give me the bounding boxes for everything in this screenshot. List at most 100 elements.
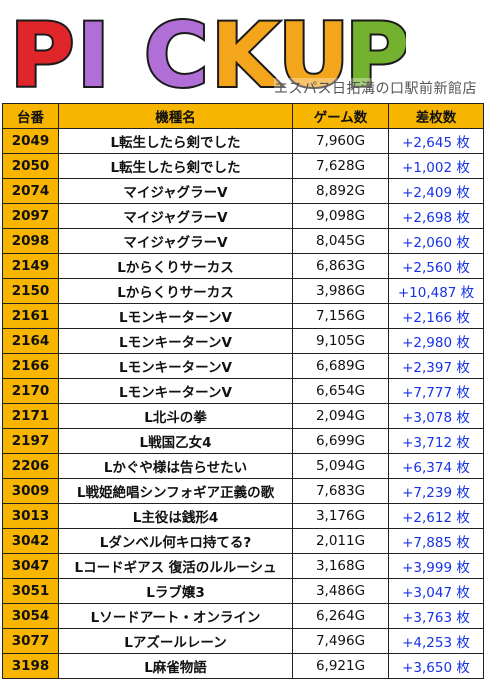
coin-difference-cell: +10,487 枚 <box>388 278 484 304</box>
table-row: 2074 マイジャグラーV 8,892G +2,409 枚 <box>2 178 484 204</box>
table-row: 2050 L転生したら剣でした 7,628G +1,002 枚 <box>2 153 484 179</box>
machine-number-cell: 2170 <box>2 378 59 404</box>
machine-name-cell: LモンキーターンV <box>58 328 293 354</box>
machine-name-cell: Lアズールレーン <box>58 628 293 654</box>
machine-name-cell: マイジャグラーV <box>58 228 293 254</box>
game-count-cell: 3,986G <box>292 278 389 304</box>
machine-number-cell: 2164 <box>2 328 59 354</box>
game-count-cell: 3,176G <box>292 503 389 529</box>
machine-name-cell: マイジャグラーV <box>58 178 293 204</box>
machine-name-cell: Lダンベル何キロ持てる? <box>58 528 293 554</box>
game-count-cell: 3,168G <box>292 553 389 579</box>
machine-name-cell: L麻雀物語 <box>58 653 293 679</box>
machine-number-cell: 3051 <box>2 578 59 604</box>
machine-number-cell: 2206 <box>2 453 59 479</box>
table-row: 2161 LモンキーターンV 7,156G +2,166 枚 <box>2 303 484 329</box>
coin-difference-cell: +2,560 枚 <box>388 253 484 279</box>
game-count-cell: 6,689G <box>292 353 389 379</box>
coin-difference-cell: +2,645 枚 <box>388 128 484 154</box>
coin-difference-cell: +3,999 枚 <box>388 553 484 579</box>
machine-number-cell: 2097 <box>2 203 59 229</box>
table-row: 2206 Lかぐや様は告らせたい 5,094G +6,374 枚 <box>2 453 484 479</box>
coin-difference-cell: +7,885 枚 <box>388 528 484 554</box>
game-count-cell: 3,486G <box>292 578 389 604</box>
machine-name-cell: L戦姫絶唱シンフォギア正義の歌 <box>58 478 293 504</box>
table-row: 3077 Lアズールレーン 7,496G +4,253 枚 <box>2 628 484 654</box>
machine-name-cell: Lからくりサーカス <box>58 253 293 279</box>
machine-name-cell: L転生したら剣でした <box>58 128 293 154</box>
machine-name-cell: L転生したら剣でした <box>58 153 293 179</box>
game-count-cell: 7,683G <box>292 478 389 504</box>
coin-difference-cell: +1,002 枚 <box>388 153 484 179</box>
machine-number-cell: 3077 <box>2 628 59 654</box>
pickup-logo: P I C K UP <box>8 6 406 98</box>
machine-number-cell: 3054 <box>2 603 59 629</box>
machine-number-cell: 2161 <box>2 303 59 329</box>
machine-number-cell: 2049 <box>2 128 59 154</box>
coin-difference-cell: +3,763 枚 <box>388 603 484 629</box>
coin-difference-cell: +4,253 枚 <box>388 628 484 654</box>
machine-number-cell: 2166 <box>2 353 59 379</box>
game-count-cell: 7,156G <box>292 303 389 329</box>
machine-number-cell: 2074 <box>2 178 59 204</box>
machine-number-cell: 2050 <box>2 153 59 179</box>
game-count-cell: 7,496G <box>292 628 389 654</box>
game-count-cell: 6,699G <box>292 428 389 454</box>
game-count-cell: 8,892G <box>292 178 389 204</box>
machine-number-cell: 3198 <box>2 653 59 679</box>
machine-name-cell: Lラブ嬢3 <box>58 578 293 604</box>
table-row: 2097 マイジャグラーV 9,098G +2,698 枚 <box>2 203 484 229</box>
header-machine-number: 台番 <box>2 103 59 129</box>
table-row: 2166 LモンキーターンV 6,689G +2,397 枚 <box>2 353 484 379</box>
table-row: 3047 Lコードギアス 復活のルルーシュ 3,168G +3,999 枚 <box>2 553 484 579</box>
coin-difference-cell: +2,397 枚 <box>388 353 484 379</box>
game-count-cell: 7,960G <box>292 128 389 154</box>
header-coin-difference: 差枚数 <box>388 103 484 129</box>
game-count-cell: 2,094G <box>292 403 389 429</box>
table-body: 2049 L転生したら剣でした 7,960G +2,645 枚 2050 L転生したら剣で… <box>2 128 484 679</box>
coin-difference-cell: +2,166 枚 <box>388 303 484 329</box>
table-row: 3013 L主役は銭形4 3,176G +2,612 枚 <box>2 503 484 529</box>
table-row: 2150 Lからくりサーカス 3,986G +10,487 枚 <box>2 278 484 304</box>
table-row: 2049 L転生したら剣でした 7,960G +2,645 枚 <box>2 128 484 154</box>
machine-number-cell: 3013 <box>2 503 59 529</box>
table-row: 2171 L北斗の拳 2,094G +3,078 枚 <box>2 403 484 429</box>
machine-name-cell: LモンキーターンV <box>58 378 293 404</box>
machine-number-cell: 2150 <box>2 278 59 304</box>
table-row: 3198 L麻雀物語 6,921G +3,650 枚 <box>2 653 484 679</box>
machine-name-cell: L主役は銭形4 <box>58 503 293 529</box>
machine-name-cell: L北斗の拳 <box>58 403 293 429</box>
machine-name-cell: LモンキーターンV <box>58 353 293 379</box>
logo-letter: C <box>144 6 207 98</box>
machine-number-cell: 3042 <box>2 528 59 554</box>
coin-difference-cell: +3,712 枚 <box>388 428 484 454</box>
header-machine-name: 機種名 <box>58 103 293 129</box>
game-count-cell: 6,654G <box>292 378 389 404</box>
machine-name-cell: L戦国乙女4 <box>58 428 293 454</box>
table-row: 3042 Lダンベル何キロ持てる? 2,011G +7,885 枚 <box>2 528 484 554</box>
logo-letter: U <box>278 6 347 98</box>
header-game-count: ゲーム数 <box>292 103 389 129</box>
machine-number-cell: 2149 <box>2 253 59 279</box>
coin-difference-cell: +6,374 枚 <box>388 453 484 479</box>
machine-name-cell: Lコードギアス 復活のルルーシュ <box>58 553 293 579</box>
logo-letter: P <box>10 6 73 98</box>
table-row: 2170 LモンキーターンV 6,654G +7,777 枚 <box>2 378 484 404</box>
pickup-table: 台番 機種名 ゲーム数 差枚数 2049 L転生したら剣でした 7,960G +2,6… <box>2 103 484 679</box>
coin-difference-cell: +7,777 枚 <box>388 378 484 404</box>
game-count-cell: 6,863G <box>292 253 389 279</box>
machine-name-cell: LモンキーターンV <box>58 303 293 329</box>
coin-difference-cell: +3,650 枚 <box>388 653 484 679</box>
machine-name-cell: Lからくりサーカス <box>58 278 293 304</box>
table-row: 2164 LモンキーターンV 9,105G +2,980 枚 <box>2 328 484 354</box>
game-count-cell: 9,098G <box>292 203 389 229</box>
game-count-cell: 2,011G <box>292 528 389 554</box>
machine-name-cell: Lソードアート・オンライン <box>58 603 293 629</box>
game-count-cell: 5,094G <box>292 453 389 479</box>
table-row: 2098 マイジャグラーV 8,045G +2,060 枚 <box>2 228 484 254</box>
machine-name-cell: Lかぐや様は告らせたい <box>58 453 293 479</box>
machine-number-cell: 2098 <box>2 228 59 254</box>
machine-number-cell: 3009 <box>2 478 59 504</box>
coin-difference-cell: +2,612 枚 <box>388 503 484 529</box>
